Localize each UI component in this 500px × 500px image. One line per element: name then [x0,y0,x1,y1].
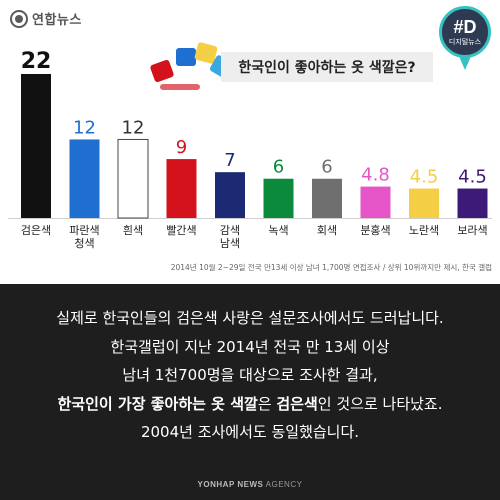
category-label: 분홍색 [360,223,390,237]
yonhap-logo: 연합뉴스 [10,9,82,28]
category-label: 녹색 [268,224,288,237]
agency-footer: YONHAP NEWS AGENCY [0,480,500,489]
category-label: 빨간색 [166,224,196,237]
value-label: 22 [21,49,52,74]
value-label: 7 [224,150,235,171]
body-line-3: 남녀 1천700명을 대상으로 조사한 결과, [122,366,378,384]
category-label: 보라색 [457,224,487,237]
body-line-4-end: 인 것으로 나타났죠. [317,394,443,413]
bar [457,188,488,218]
chart-title: 한국인이 좋아하는 옷 색깔은? [221,52,433,82]
category-label: 검은색 [21,224,51,237]
category-label: 감색 [220,224,240,237]
body-line-4-mid: 은 [257,394,277,413]
category-label: 흰색 [123,224,143,237]
bar [409,188,439,218]
value-label: 12 [122,117,145,138]
category-label: 남색 [220,237,240,250]
digital-news-badge: #D 디지털뉴스 [439,6,491,58]
agency-rest: AGENCY [263,480,303,489]
body-line-5: 2004년 조사에서도 동일했습니다. [140,423,360,441]
badge-sub: 디지털뉴스 [448,38,482,46]
body-paragraph: 실제로 한국인들의 검은색 사랑은 설문조사에서도 드러납니다. 한국갤럽이 지… [0,304,500,447]
source-note: 2014년 10월 2~29일 전국 만13세 이상 남녀 1,700명 면접조… [170,263,492,272]
badge-pin-icon [458,54,472,70]
category-label: 청색 [74,237,94,250]
value-label: 6 [321,157,332,178]
category-label: 노란색 [409,224,439,237]
category-label: 회색 [317,224,337,237]
bar [360,186,391,218]
category-label: 파란색 [69,224,99,237]
bar [263,178,294,218]
badge-main: #D [453,17,477,37]
blue-paint-can-icon [176,48,196,66]
body-line-2: 한국갤럽이 지난 2014년 전국 만 13세 이상 [110,337,390,356]
value-label: 4.5 [410,167,439,188]
bar [215,172,245,218]
body-line-1: 실제로 한국인들의 검은색 사랑은 설문조사에서도 드러납니다. [56,309,444,327]
bar [69,139,100,218]
bar [21,74,51,218]
infographic-top: 연합뉴스 #D 디지털뉴스 한국인이 좋아하는 옷 색깔은? 22 검은색 12 파란… [8,6,492,272]
body-line-4: 한국인이 가장 좋아하는 옷 색깔은 검은색인 것으로 나타났죠. [0,390,500,419]
agency-bold: YONHAP NEWS [197,480,264,489]
yonhap-logo-icon [10,9,28,28]
body-line-4-bold-2: 검은색 [276,394,318,413]
paint-splash-icon [160,84,200,90]
body-line-4-bold-1: 한국인이 가장 좋아하는 옷 색깔 [57,394,258,413]
logo-text: 연합뉴스 [32,13,82,28]
value-label: 4.8 [361,165,390,186]
text-panel: 실제로 한국인들의 검은색 사랑은 설문조사에서도 드러납니다. 한국갤럽이 지… [0,284,500,500]
bar [117,138,149,219]
value-label: 6 [273,157,284,178]
bar [312,178,342,218]
bar [166,159,197,218]
value-label: 9 [176,137,187,158]
value-label: 12 [73,117,96,138]
value-label: 4.5 [458,167,487,188]
